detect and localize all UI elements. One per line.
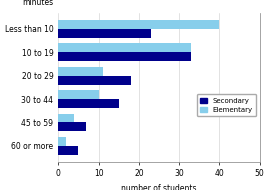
X-axis label: number of students: number of students [121,184,197,190]
Bar [58,99,119,108]
Bar [58,20,219,29]
Bar [58,67,103,76]
Bar [58,44,191,52]
Bar [58,76,131,85]
Bar [58,123,86,131]
Bar [58,29,151,38]
Bar [58,90,99,99]
Bar [58,137,66,146]
Text: minutes: minutes [22,0,53,7]
Bar [58,146,78,155]
Bar [58,114,74,123]
Legend: Secondary, Elementary: Secondary, Elementary [197,94,256,116]
Bar [58,52,191,61]
